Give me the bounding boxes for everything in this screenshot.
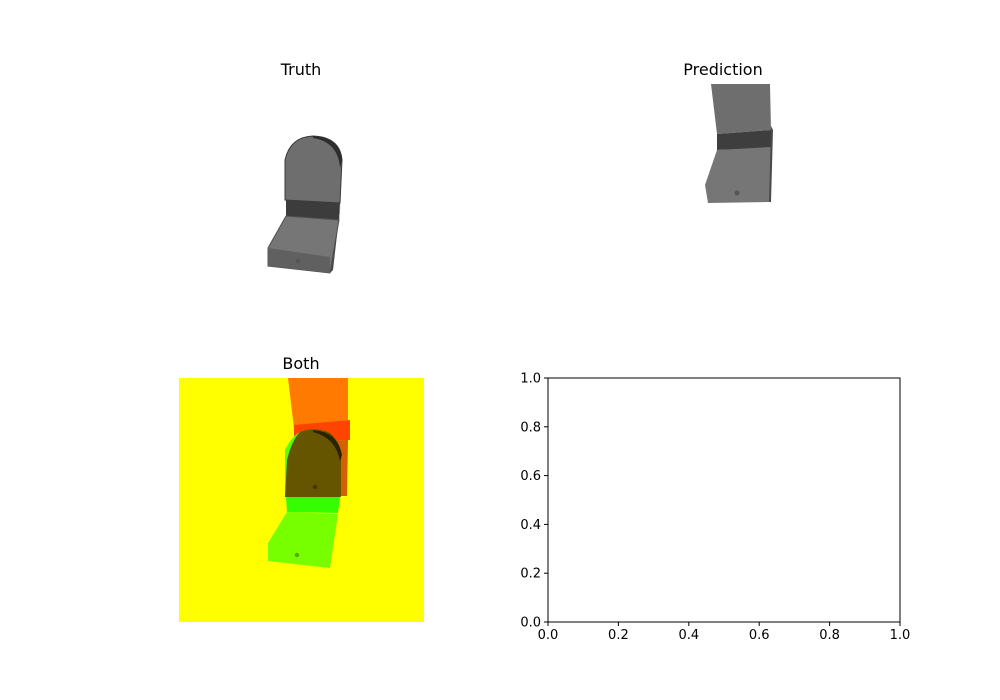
- x-tick-label: 0.6: [749, 628, 770, 643]
- y-tick-label: 0.8: [520, 420, 541, 435]
- axes-frame: [547, 377, 901, 623]
- both-overlay-image: [179, 378, 424, 622]
- y-tick-label: 0.6: [520, 469, 541, 484]
- x-tick-label: 0.8: [819, 628, 840, 643]
- x-tick-label: 1.0: [890, 628, 911, 643]
- truth-chair-image: [267, 135, 343, 274]
- truth-title: Truth: [280, 60, 322, 79]
- both-title: Both: [282, 354, 320, 373]
- x-tick-label: 0.4: [678, 628, 699, 643]
- empty-axes: 0.0 0.2 0.4 0.6 0.8 1.0 0.0 0.2 0.4 0.6 0.8 1.0: [520, 372, 910, 644]
- y-tick-label: 1.0: [520, 372, 541, 387]
- y-tick-label: 0.2: [520, 567, 541, 582]
- y-tick-label: 0.4: [520, 518, 541, 533]
- prediction-chair-image: [705, 84, 773, 203]
- x-tick-label: 0.2: [608, 628, 629, 643]
- prediction-title: Prediction: [683, 60, 763, 79]
- x-tick-label: 0.0: [538, 628, 559, 643]
- y-tick-label: 0.0: [520, 616, 541, 631]
